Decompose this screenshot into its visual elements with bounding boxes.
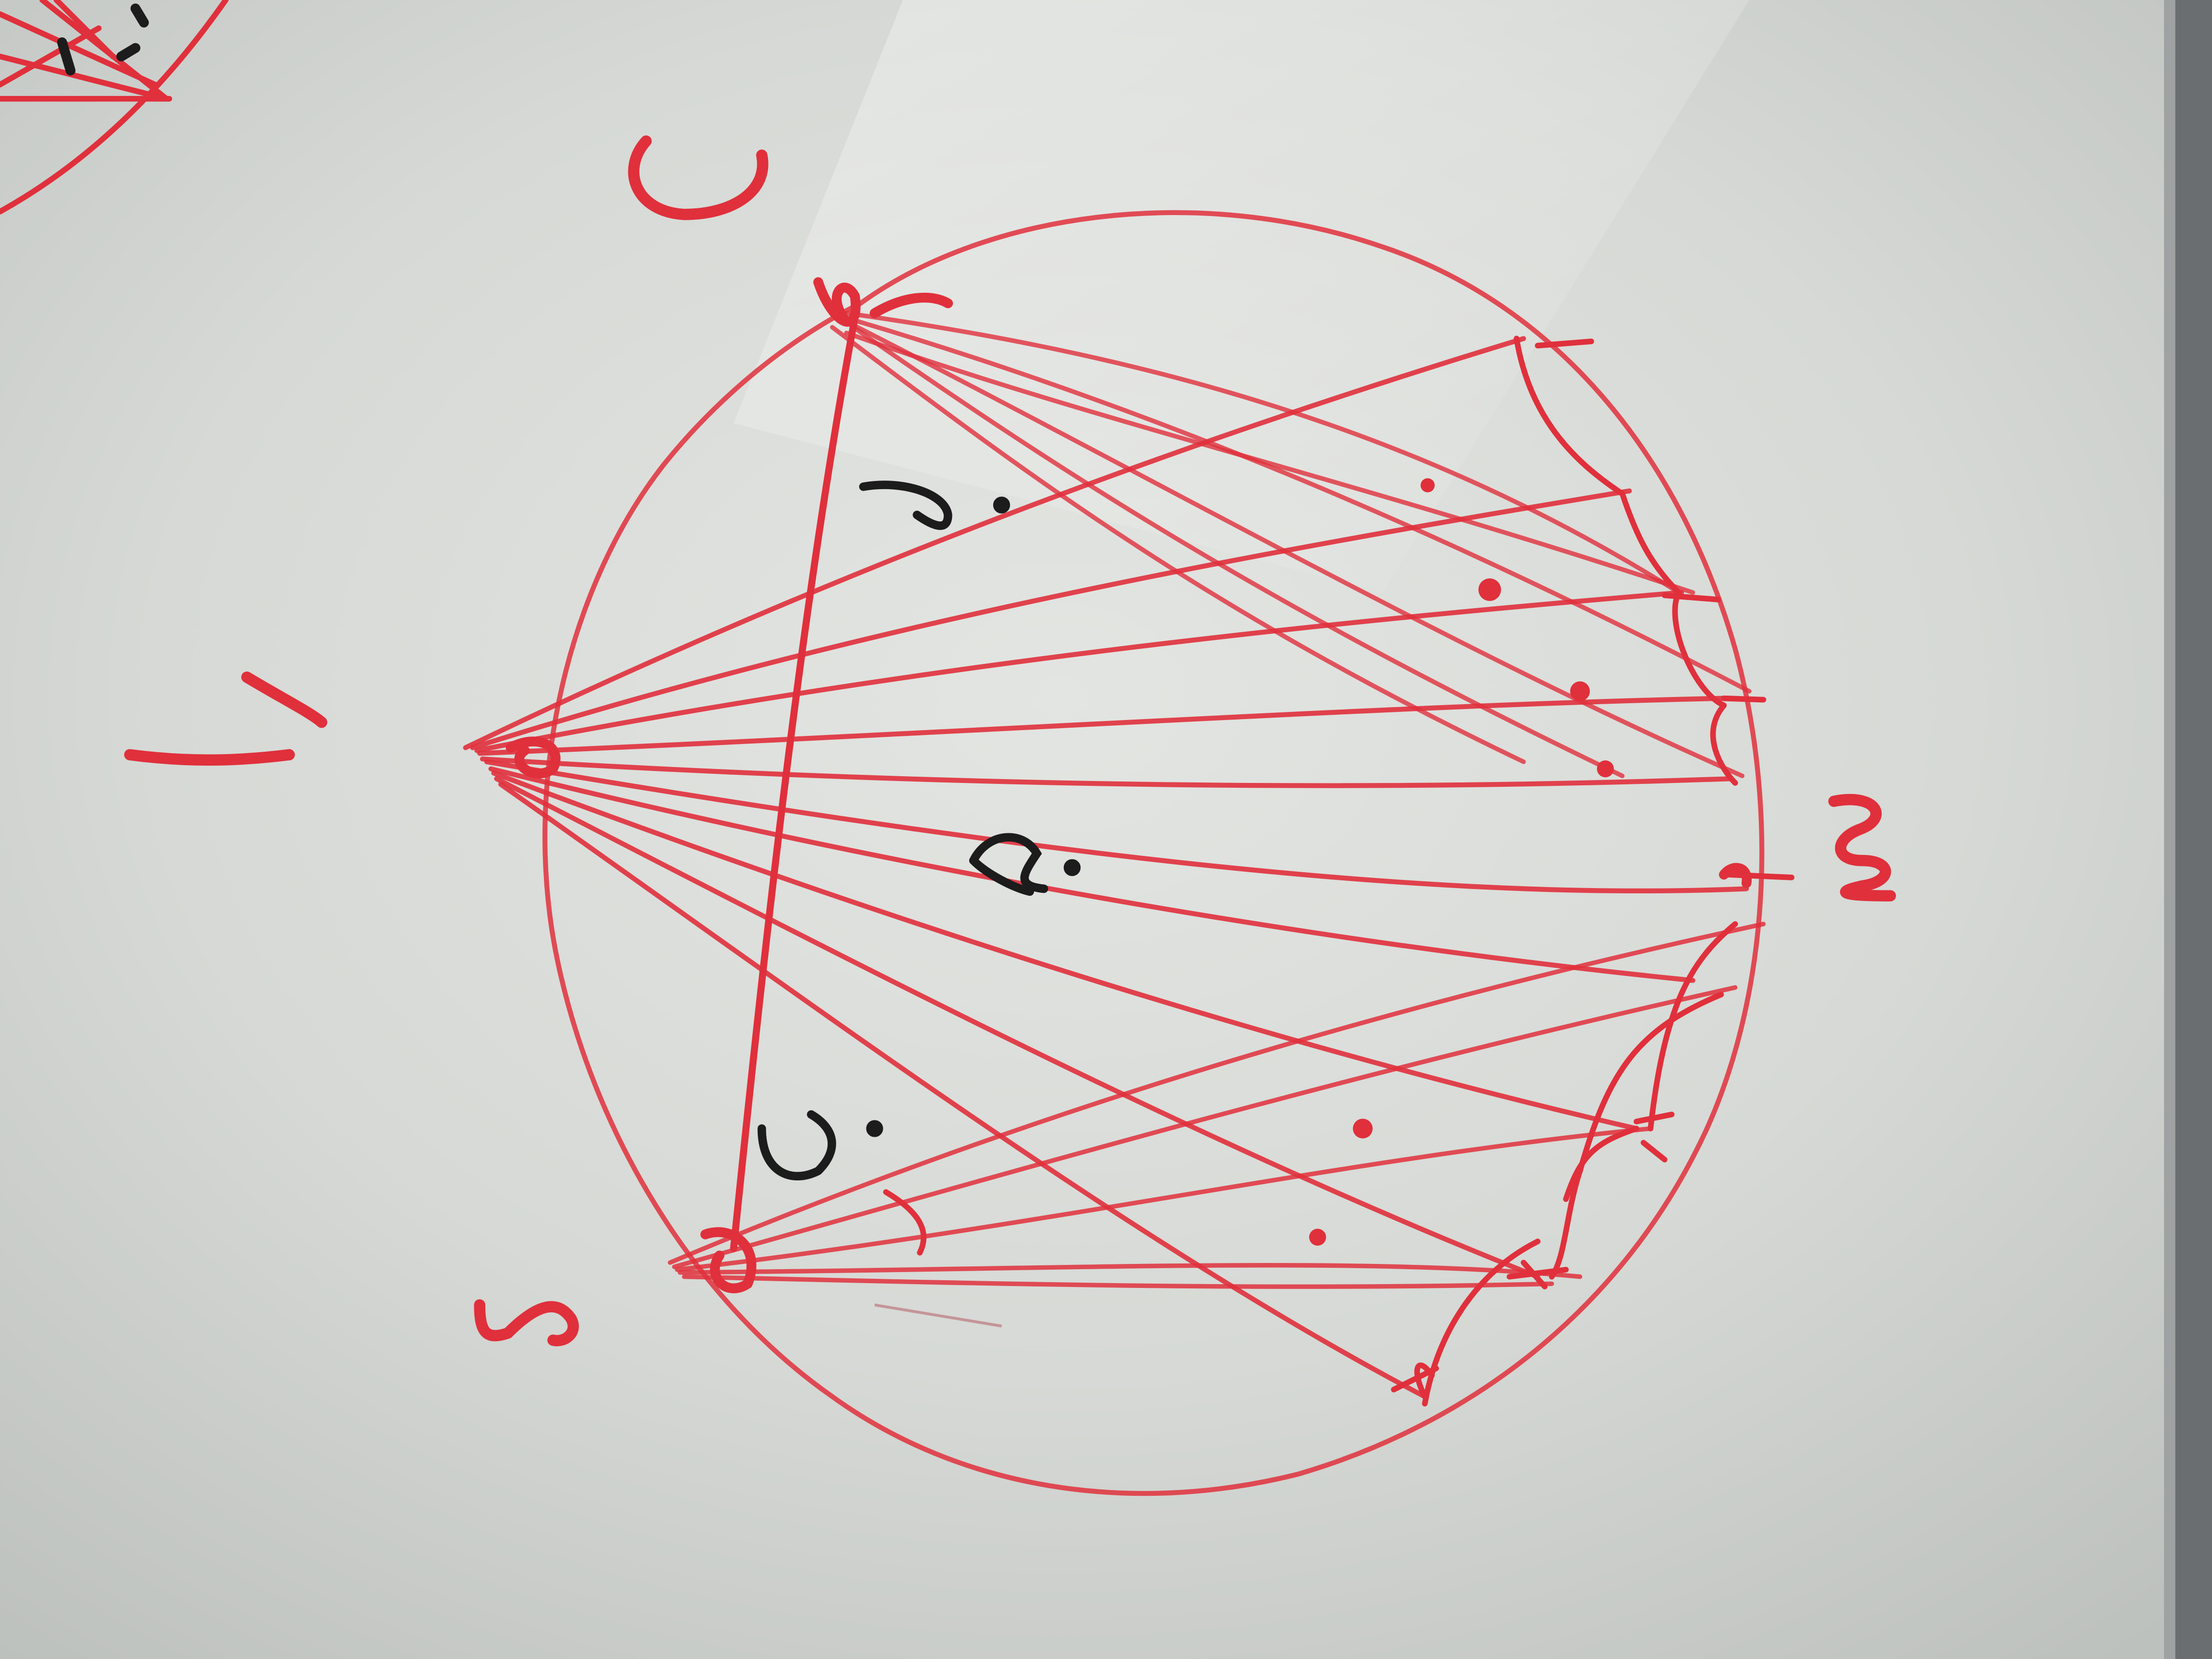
- rim-tick-marks: [1391, 338, 1795, 1393]
- sphere-drawing: [463, 210, 1795, 1496]
- board-frame-edge: [2164, 0, 2176, 1659]
- eraser-smudge: [874, 1303, 1002, 1328]
- previous-drawing-black-marks: [57, 3, 149, 76]
- label-4: [124, 671, 327, 766]
- label-two: [969, 833, 1048, 896]
- fan-from-s: [668, 922, 1766, 1289]
- label-question-top: [859, 481, 952, 530]
- board-frame: [2172, 0, 2212, 1659]
- fan-from-c: [830, 311, 1752, 779]
- rim-arcs: [1414, 336, 1738, 1407]
- label-m: [1828, 793, 1896, 902]
- black-labels: [757, 481, 1081, 1180]
- vertex-knots: [505, 277, 1752, 1294]
- label-question-bottom: [757, 1110, 836, 1180]
- ink-dots: [1309, 478, 1614, 1246]
- angle-mark-s: [883, 1189, 926, 1256]
- label-c: [628, 135, 769, 220]
- great-circle-c-s: [730, 313, 859, 1252]
- red-labels: [124, 135, 1896, 1346]
- previous-drawing-fragment: [0, 0, 229, 215]
- label-s: [474, 1299, 579, 1346]
